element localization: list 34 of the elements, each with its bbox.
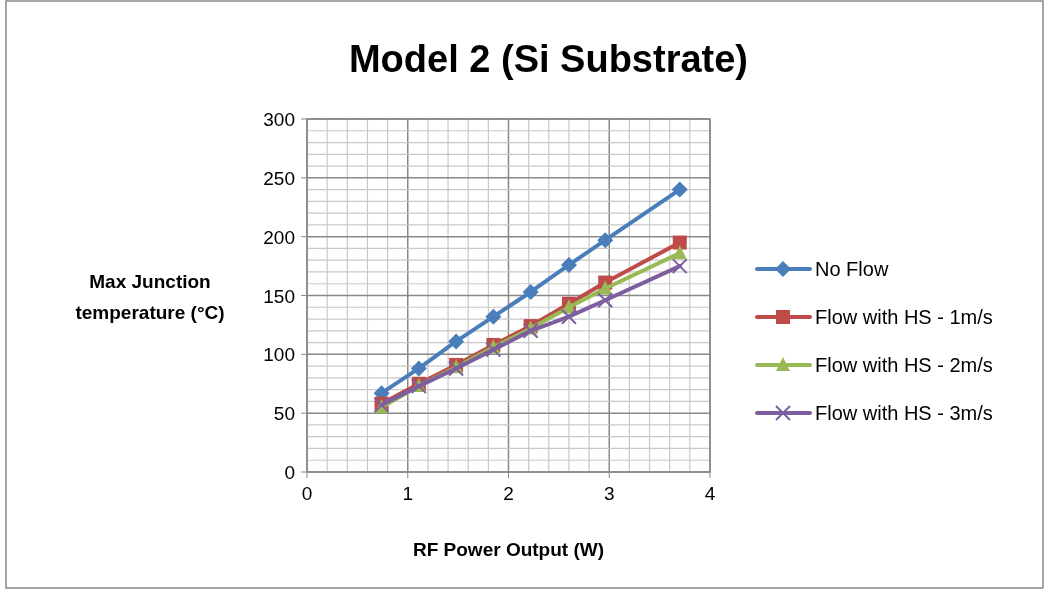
y-tick-label: 50 (273, 403, 295, 425)
x-tick-label: 3 (603, 483, 615, 504)
point (485, 308, 502, 325)
y-axis-title: Max Junction temperature (°C) (75, 271, 225, 323)
y-tick-label: 250 (263, 167, 295, 189)
y-tick-label: 150 (263, 285, 295, 307)
legend-label: Flow with HS - 2m/s (815, 354, 993, 376)
y-tick-label: 0 (284, 462, 295, 483)
x-axis-title: RF Power Output (W) (412, 539, 605, 560)
point (597, 292, 614, 309)
legend-label: No Flow (815, 258, 889, 280)
point (560, 308, 577, 325)
y-tick-label: 200 (263, 226, 295, 248)
point (598, 280, 613, 295)
point (522, 322, 539, 339)
legend-label: Flow with HS - 3m/s (815, 402, 993, 424)
chart-title: Model 2 (Si Substrate) (348, 38, 749, 80)
point (597, 232, 614, 249)
x-tick-label: 1 (402, 483, 414, 504)
point (522, 283, 539, 300)
x-tick-label: 4 (704, 483, 716, 504)
point (671, 181, 688, 198)
legend-label: Flow with HS - 1m/s (815, 306, 993, 328)
point (560, 256, 577, 273)
x-tick-label: 0 (301, 483, 313, 504)
point (410, 360, 427, 377)
point (485, 341, 502, 358)
x-tick-label: 2 (503, 483, 514, 504)
y-tick-label: 300 (263, 109, 295, 130)
point (672, 245, 687, 260)
y-tick-label: 100 (263, 344, 295, 366)
point (448, 333, 465, 350)
point (671, 258, 688, 275)
point (672, 235, 687, 250)
